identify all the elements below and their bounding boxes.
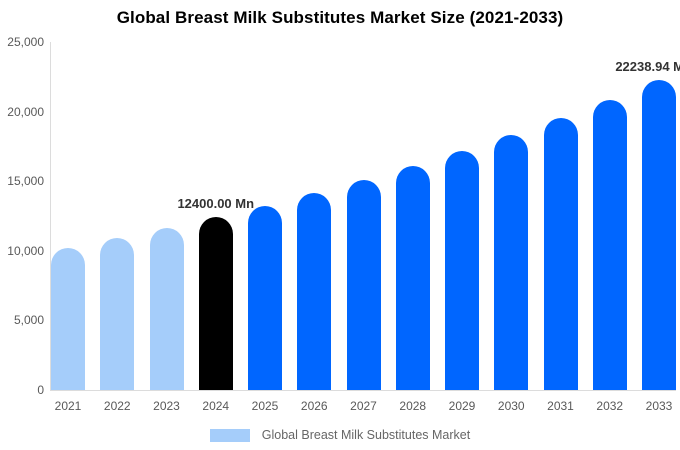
bar-2033 [642, 80, 676, 390]
bar-cell-2033: 2033 22238.94 M [615, 42, 680, 413]
bar-cell-2021: 2021 [51, 42, 85, 413]
y-axis: 0 5,000 10,000 15,000 20,000 25,000 [0, 36, 44, 396]
x-tick-label: 2030 [497, 399, 525, 413]
bar-cell-2029: 2029 [445, 42, 479, 413]
bar-value-label-2033: 22238.94 M [615, 59, 680, 75]
bar-cell-2023: 2023 [149, 42, 184, 413]
legend-label: Global Breast Milk Substitutes Market [261, 428, 471, 442]
y-tick-label: 10,000 [7, 243, 44, 258]
y-tick-label: 20,000 [7, 104, 44, 119]
bar-cell-2031: 2031 [543, 42, 578, 413]
bar-2031 [543, 118, 578, 390]
bar-cell-2027: 2027 [346, 42, 381, 413]
legend-swatch [209, 428, 250, 442]
bar-cell-2025: 2025 [248, 42, 282, 413]
y-tick-label: 15,000 [7, 174, 44, 189]
chart-title: Global Breast Milk Substitutes Market Si… [116, 8, 564, 27]
bar-cell-2030: 2030 [494, 42, 529, 413]
x-tick-label: 2033 [645, 399, 673, 413]
x-tick-label: 2026 [300, 399, 328, 413]
bar-cell-2028: 2028 [395, 42, 430, 413]
x-tick-label: 2032 [596, 399, 624, 413]
x-tick-label: 2029 [448, 399, 476, 413]
bar-2028 [395, 166, 430, 390]
x-tick-label: 2021 [54, 399, 82, 413]
bar-2030 [494, 135, 529, 390]
bar-value-label-2024: 12400.00 Mn [177, 196, 255, 212]
x-tick-label: 2025 [251, 399, 279, 413]
x-tick-label: 2031 [547, 399, 574, 413]
bar-2021 [51, 247, 85, 390]
bar-cell-2022: 2022 [100, 42, 135, 413]
x-tick-label: 2022 [103, 399, 131, 413]
bar-2023 [149, 228, 184, 390]
x-tick-label: 2023 [153, 399, 180, 413]
bar-cell-2024: 2024 12400.00 Mn [177, 42, 254, 413]
bar-2026 [297, 193, 332, 390]
bar-2032 [592, 99, 627, 390]
y-tick-label: 25,000 [7, 35, 44, 49]
y-tick-label: 5,000 [13, 313, 44, 328]
legend: Global Breast Milk Substitutes Market [0, 428, 680, 442]
bars-container: 2021 2022 2023 2024 12400.00 Mn 2025 2026 2027 2… [51, 42, 680, 413]
bar-2027 [346, 180, 381, 390]
plot-area: 2021 2022 2023 2024 12400.00 Mn 2025 2026 2027 2… [50, 42, 680, 413]
x-tick-label: 2027 [350, 399, 377, 413]
bar-cell-2026: 2026 [297, 42, 332, 413]
bar-2029 [445, 151, 479, 390]
bar-2025 [248, 205, 282, 390]
bar-2022 [100, 238, 135, 390]
x-tick-label: 2024 [202, 399, 230, 413]
bar-cell-2032: 2032 [592, 42, 627, 413]
bar-2024 [198, 217, 233, 390]
y-tick-label: 0 [37, 383, 44, 397]
x-tick-label: 2028 [399, 399, 427, 413]
